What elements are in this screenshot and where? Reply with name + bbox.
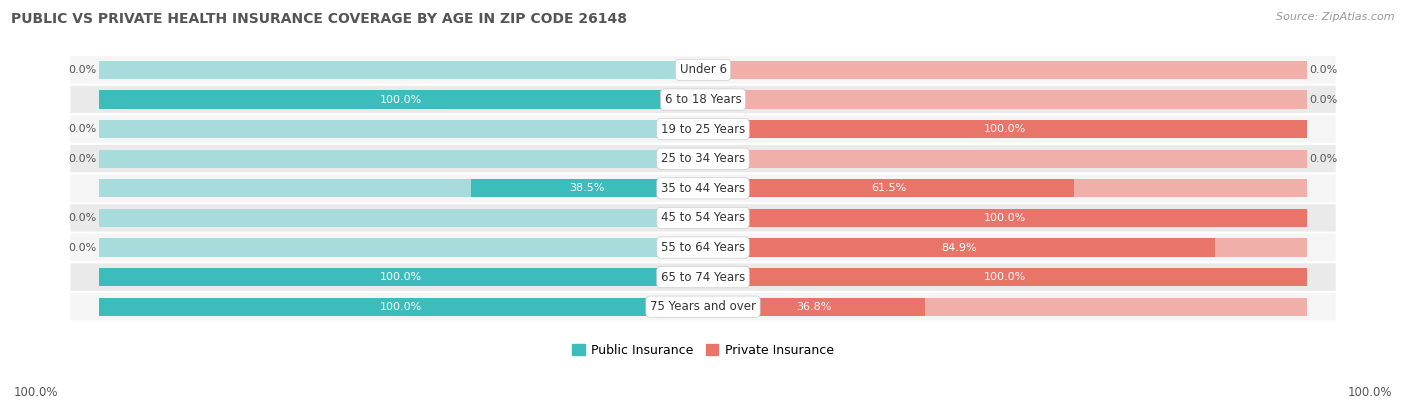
Bar	[703, 90, 1306, 109]
Text: 100.0%: 100.0%	[984, 272, 1026, 282]
Bar	[703, 268, 1306, 286]
Text: 65 to 74 Years: 65 to 74 Years	[661, 271, 745, 284]
Text: 100.0%: 100.0%	[984, 213, 1026, 223]
Text: 84.9%: 84.9%	[942, 242, 977, 252]
Text: 61.5%: 61.5%	[870, 183, 907, 193]
FancyBboxPatch shape	[69, 173, 1337, 203]
Bar	[703, 150, 1306, 168]
Text: 0.0%: 0.0%	[69, 124, 97, 134]
FancyBboxPatch shape	[69, 203, 1337, 233]
Text: 0.0%: 0.0%	[69, 154, 97, 164]
Bar	[100, 150, 703, 168]
Bar	[703, 209, 1306, 227]
FancyBboxPatch shape	[69, 144, 1337, 173]
Text: 45 to 54 Years: 45 to 54 Years	[661, 211, 745, 224]
Text: 0.0%: 0.0%	[1309, 154, 1337, 164]
Text: 38.5%: 38.5%	[569, 183, 605, 193]
Text: 6 to 18 Years: 6 to 18 Years	[665, 93, 741, 106]
FancyBboxPatch shape	[69, 262, 1337, 292]
Bar	[703, 297, 925, 316]
FancyBboxPatch shape	[69, 114, 1337, 144]
Bar	[471, 179, 703, 197]
Text: Under 6: Under 6	[679, 64, 727, 76]
Bar	[703, 61, 1306, 79]
Bar	[703, 238, 1215, 257]
Bar	[100, 179, 703, 197]
Text: 100.0%: 100.0%	[380, 302, 422, 312]
Bar	[100, 209, 703, 227]
Text: Source: ZipAtlas.com: Source: ZipAtlas.com	[1277, 12, 1395, 22]
Bar	[703, 268, 1306, 286]
Text: 0.0%: 0.0%	[1309, 95, 1337, 104]
Text: 100.0%: 100.0%	[1347, 386, 1392, 399]
Bar	[100, 238, 703, 257]
Text: 100.0%: 100.0%	[14, 386, 59, 399]
Text: 19 to 25 Years: 19 to 25 Years	[661, 123, 745, 135]
Text: 75 Years and over: 75 Years and over	[650, 300, 756, 313]
Bar	[100, 268, 703, 286]
Text: 35 to 44 Years: 35 to 44 Years	[661, 182, 745, 195]
Text: 36.8%: 36.8%	[796, 302, 832, 312]
Legend: Public Insurance, Private Insurance: Public Insurance, Private Insurance	[567, 339, 839, 362]
Text: 0.0%: 0.0%	[69, 213, 97, 223]
FancyBboxPatch shape	[69, 85, 1337, 114]
Bar	[100, 61, 703, 79]
Bar	[703, 120, 1306, 138]
Text: 100.0%: 100.0%	[984, 124, 1026, 134]
Text: 100.0%: 100.0%	[380, 272, 422, 282]
Bar	[703, 209, 1306, 227]
Bar	[703, 238, 1306, 257]
Bar	[703, 120, 1306, 138]
FancyBboxPatch shape	[69, 55, 1337, 85]
FancyBboxPatch shape	[69, 233, 1337, 262]
Bar	[703, 297, 1306, 316]
Bar	[100, 120, 703, 138]
Text: 25 to 34 Years: 25 to 34 Years	[661, 152, 745, 165]
Bar	[100, 297, 703, 316]
Bar	[100, 297, 703, 316]
Bar	[100, 90, 703, 109]
Bar	[100, 268, 703, 286]
Text: 0.0%: 0.0%	[69, 242, 97, 252]
FancyBboxPatch shape	[69, 292, 1337, 321]
Text: 0.0%: 0.0%	[69, 65, 97, 75]
Text: 100.0%: 100.0%	[380, 95, 422, 104]
Text: 55 to 64 Years: 55 to 64 Years	[661, 241, 745, 254]
Text: 0.0%: 0.0%	[1309, 65, 1337, 75]
Bar	[703, 179, 1074, 197]
Bar	[703, 179, 1306, 197]
Text: PUBLIC VS PRIVATE HEALTH INSURANCE COVERAGE BY AGE IN ZIP CODE 26148: PUBLIC VS PRIVATE HEALTH INSURANCE COVER…	[11, 12, 627, 26]
Bar	[100, 90, 703, 109]
